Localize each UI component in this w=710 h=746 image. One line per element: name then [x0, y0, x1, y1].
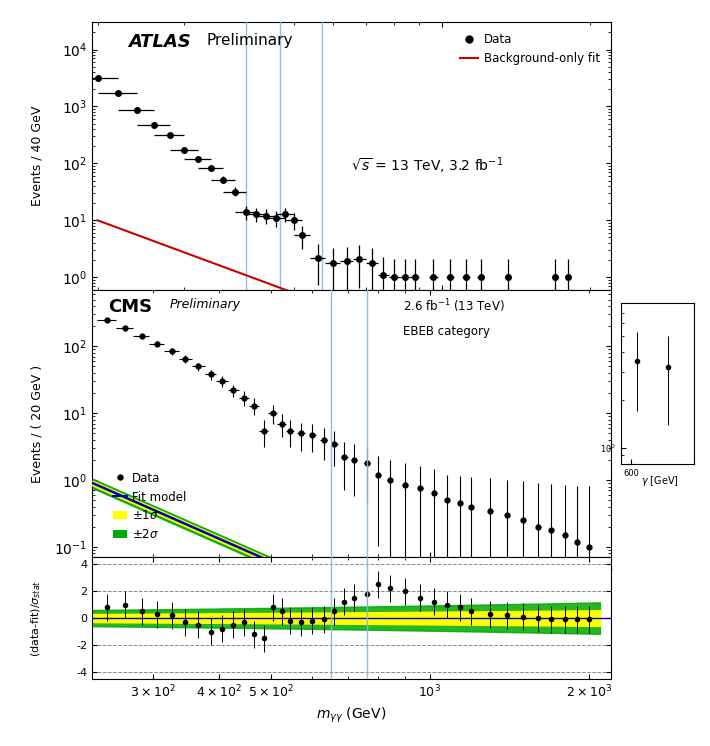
Text: Preliminary: Preliminary: [170, 298, 241, 311]
Y-axis label: Events / 40 GeV: Events / 40 GeV: [30, 106, 43, 207]
Text: $\gamma$ [GeV]: $\gamma$ [GeV]: [641, 474, 679, 488]
Text: 2.6 fb$^{-1}$ (13 TeV): 2.6 fb$^{-1}$ (13 TeV): [403, 298, 505, 316]
Text: Preliminary: Preliminary: [207, 33, 293, 48]
Y-axis label: Events / ( 20 GeV ): Events / ( 20 GeV ): [30, 365, 43, 483]
Legend: Data, Fit model, $\pm 1\sigma$, $\pm 2\sigma$: Data, Fit model, $\pm 1\sigma$, $\pm 2\s…: [109, 467, 191, 546]
Y-axis label: (data-fit)/$\sigma_{stat}$: (data-fit)/$\sigma_{stat}$: [29, 580, 43, 656]
Text: $\sqrt{s}$ = 13 TeV, 3.2 fb$^{-1}$: $\sqrt{s}$ = 13 TeV, 3.2 fb$^{-1}$: [351, 156, 504, 177]
X-axis label: $m_{\gamma\gamma}$ (GeV): $m_{\gamma\gamma}$ (GeV): [317, 706, 386, 725]
Text: EBEB category: EBEB category: [403, 325, 491, 338]
Text: ATLAS: ATLAS: [129, 33, 191, 51]
Legend: Data, Background-only fit: Data, Background-only fit: [456, 28, 605, 69]
Text: CMS: CMS: [108, 298, 152, 316]
